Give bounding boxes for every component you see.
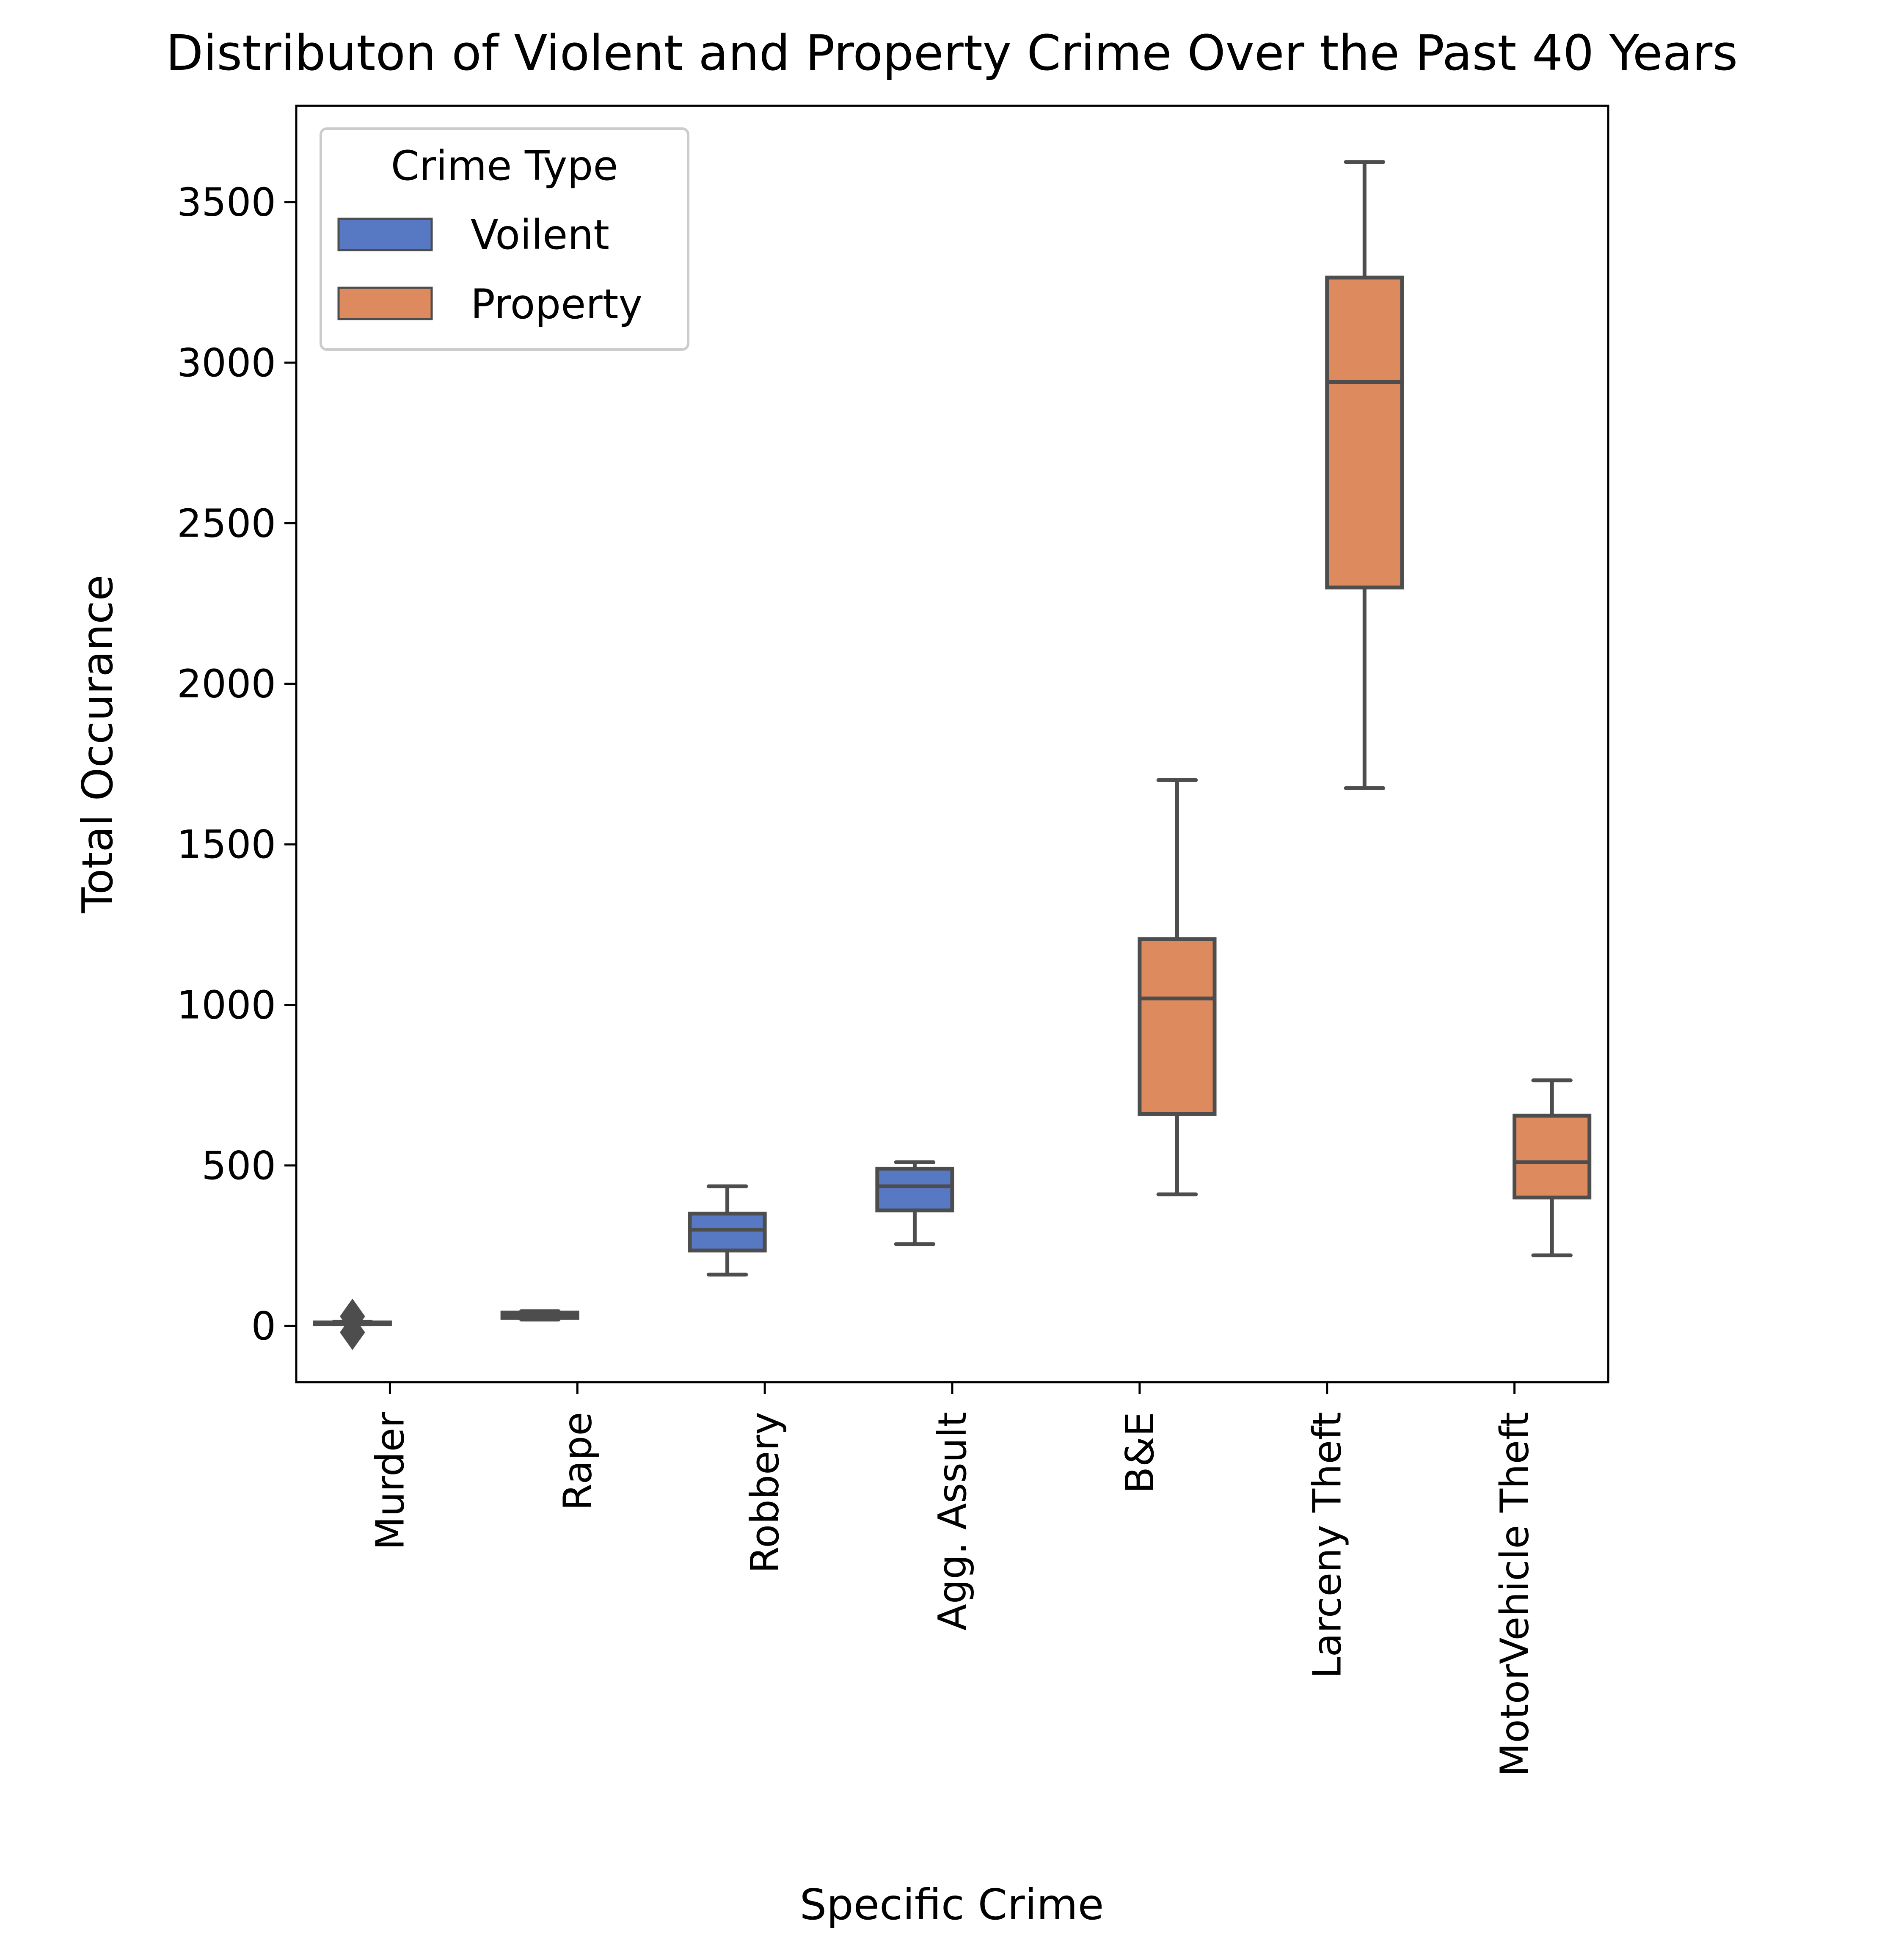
legend-label-voilent: Voilent (471, 211, 609, 259)
y-tick-label: 2000 (177, 661, 276, 707)
box-iqr (1138, 937, 1217, 1116)
box-iqr (1513, 1113, 1592, 1200)
x-tick-label: Rape (555, 1412, 600, 1510)
box-iqr (875, 1166, 954, 1212)
box-murder (313, 1298, 392, 1350)
y-tick-label: 1000 (177, 982, 276, 1028)
y-axis-label: Total Occurance (73, 575, 122, 914)
x-tick-label: Agg. Assult (930, 1412, 975, 1631)
x-tick-label: Robbery (742, 1412, 788, 1573)
box-robbery (688, 1184, 767, 1277)
x-axis: Murder Rape Robbery Agg. Assult B&E Larceny T… (367, 1382, 1538, 1777)
x-tick-label: Murder (367, 1412, 413, 1550)
y-tick-label: 0 (251, 1303, 276, 1349)
x-axis-label: Specific Crime (800, 1880, 1104, 1929)
box-b-e (1138, 778, 1217, 1196)
box-iqr (688, 1212, 767, 1253)
chart-title: Distributon of Violent and Property Crim… (166, 25, 1738, 82)
x-tick-label: B&E (1117, 1412, 1163, 1493)
y-tick-label: 1500 (177, 822, 276, 867)
outlier-point (340, 1298, 365, 1334)
y-tick-label: 2500 (177, 501, 276, 546)
legend-swatch-voilent (337, 218, 433, 251)
legend-label-property: Property (471, 281, 642, 328)
x-tick-label: Larceny Theft (1305, 1412, 1350, 1679)
y-axis: 0 500 1000 1500 2000 2500 3000 3500 (177, 180, 296, 1349)
legend: Crime Type Voilent Property (320, 127, 689, 351)
box-iqr (1325, 276, 1404, 590)
legend-title: Crime Type (391, 142, 618, 190)
legend-swatch-property (337, 287, 433, 320)
box-larceny-theft (1325, 160, 1404, 790)
y-tick-label: 500 (201, 1143, 276, 1188)
box-rape (500, 1309, 579, 1322)
y-tick-label: 3000 (177, 340, 276, 386)
box-agg-assult (875, 1160, 954, 1246)
box-motorvehicle-theft (1513, 1078, 1592, 1257)
box-plot-series (313, 160, 1592, 1350)
x-tick-label: MotorVehicle Theft (1492, 1412, 1538, 1777)
y-tick-label: 3500 (177, 180, 276, 225)
